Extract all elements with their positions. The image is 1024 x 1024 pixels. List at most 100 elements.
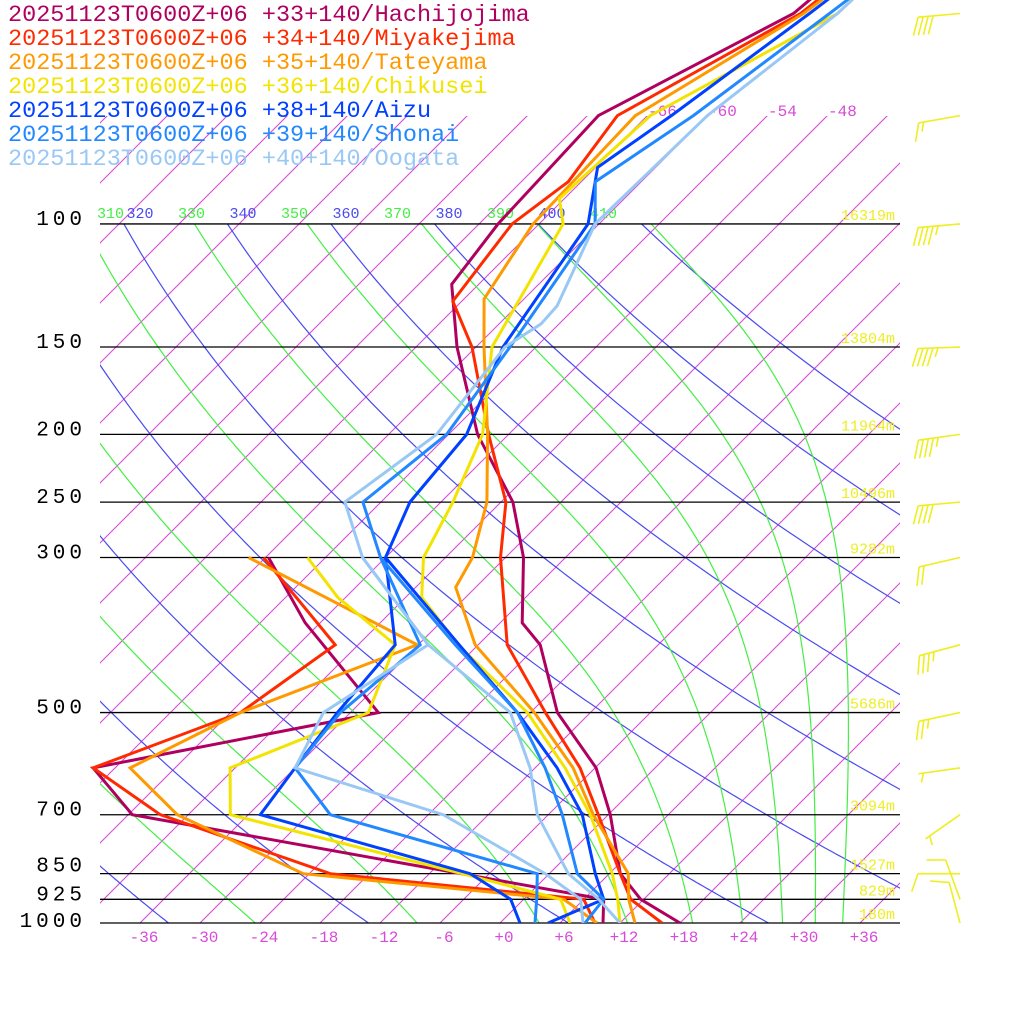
pressure-label: 500 <box>36 698 86 721</box>
wind-barb-staff <box>918 12 961 18</box>
isotherm-line <box>920 23 1024 923</box>
adiabat-label: 330 <box>178 206 205 223</box>
isotherm-line <box>799 822 900 923</box>
dewpoint-line-oogata <box>292 556 585 923</box>
pressure-label: 100 <box>36 209 86 232</box>
wind-barb-tick <box>912 16 919 36</box>
wind-barb <box>912 12 961 36</box>
adiabat-label: 380 <box>435 206 462 223</box>
wind-barb <box>912 501 961 525</box>
adiabat-label: 310 <box>97 206 124 223</box>
wind-barb-tick <box>932 651 935 662</box>
wind-barb-tick <box>910 873 919 892</box>
wind-barb-tick <box>927 226 934 245</box>
isotherm-line <box>559 582 900 923</box>
wind-barb <box>911 346 961 367</box>
legend: 20251123T0600Z+06 +33+140/Hachijojima 202… <box>8 4 530 172</box>
wind-barb <box>915 711 961 741</box>
wind-barb-tick <box>922 16 929 35</box>
wind-barb-tick <box>922 504 929 524</box>
temperature-tick-label: -36 <box>130 929 159 947</box>
wind-barb-staff <box>918 556 961 568</box>
wind-barb-tick <box>917 16 924 36</box>
dry-adiabat-line <box>330 224 900 696</box>
wind-barb-tick <box>926 719 930 729</box>
wind-barb-staff <box>948 882 961 924</box>
wind-barb-staff <box>917 346 961 350</box>
dry-adiabat-line <box>640 224 900 430</box>
moist-adiabat-line <box>536 224 817 923</box>
pressure-label: 1000 <box>20 911 86 934</box>
wind-barb-staff <box>944 859 961 900</box>
temperature-tick-label: -6 <box>434 929 453 947</box>
dry-adiabat-line <box>537 224 900 516</box>
wind-barb-tick <box>912 227 919 247</box>
wind-barb-tick <box>911 348 919 367</box>
isotherm-line <box>100 116 768 784</box>
wind-barb-tick <box>921 565 925 585</box>
dewpoint-line-chikusei <box>228 556 572 923</box>
wind-barb-tick <box>917 226 924 246</box>
adiabat-label: 370 <box>384 206 411 223</box>
isotherm-line <box>259 282 900 923</box>
isotherm-line <box>100 116 468 484</box>
isotherm-line <box>100 116 828 844</box>
dewpoint-line-aizu <box>257 557 522 923</box>
isotherm-line <box>439 462 900 923</box>
height-label: 829m <box>859 883 895 900</box>
wind-barb <box>918 767 961 783</box>
pressure-label: 250 <box>36 487 86 510</box>
wind-barb <box>926 859 961 900</box>
temperature-tick-label: -12 <box>370 929 399 947</box>
wind-barb-staff <box>918 767 961 775</box>
wind-barb <box>914 114 961 142</box>
wind-barb-tick <box>927 504 934 524</box>
isotherm-line <box>619 642 900 923</box>
temperature-tick-label: +6 <box>554 929 573 947</box>
wind-barb-tick <box>920 720 925 740</box>
wind-barb-tick <box>912 505 919 525</box>
isotherm-label: -54 <box>768 103 797 121</box>
adiabat-label: 360 <box>332 206 359 223</box>
wind-barb-tick <box>927 15 934 35</box>
temperature-tick-label: +36 <box>850 929 879 947</box>
legend-entry: 20251123T0600Z+06 +39+140/Shonai <box>8 122 460 149</box>
isotherm-label: -60 <box>708 103 737 121</box>
isotherm-line <box>679 702 900 923</box>
axis-labels: 100 16319m 150 13804m 200 11964m 250 10496m 300 9… <box>20 103 895 947</box>
height-label: 1527m <box>850 858 895 875</box>
temperature-line-tateyama <box>454 0 825 923</box>
wind-barb <box>917 644 961 675</box>
adiabat-label: 350 <box>281 206 308 223</box>
pressure-label: 150 <box>36 332 86 355</box>
dewpoint-line-hachijojima <box>90 556 606 923</box>
wind-barb-tick <box>916 566 920 586</box>
isotherm-label: -48 <box>828 103 857 121</box>
temperature-tick-label: +24 <box>730 929 759 947</box>
wind-barb <box>916 556 961 586</box>
wind-barb-tick <box>914 122 920 142</box>
isotherm-line <box>100 116 648 664</box>
wind-barb-tick <box>921 121 925 132</box>
wind-barb-staff <box>918 711 961 723</box>
wind-barb-tick <box>913 440 920 460</box>
isotherm-line <box>100 116 528 544</box>
dewpoint-line-shonai <box>293 556 539 923</box>
isotherm-line <box>100 116 228 244</box>
isotherm-line <box>319 342 900 923</box>
temperature-line-chikusei <box>420 0 855 923</box>
isotherm-line <box>739 762 900 923</box>
wind-barbs <box>910 12 961 924</box>
adiabat-label: 340 <box>229 206 256 223</box>
wind-barb-tick <box>917 505 924 525</box>
height-label: 13804m <box>841 331 895 348</box>
temperature-tick-label: -24 <box>250 929 279 947</box>
wind-barb <box>930 880 961 924</box>
temperature-tick-label: -18 <box>310 929 339 947</box>
wind-barb-tick <box>922 654 926 674</box>
wind-barb-tick <box>930 880 950 884</box>
legend-entry: 20251123T0600Z+06 +34+140/Miyakejima <box>8 26 516 53</box>
wind-barb-tick <box>921 347 929 367</box>
isobars <box>100 223 900 924</box>
temperature-tick-label: +18 <box>670 929 699 947</box>
